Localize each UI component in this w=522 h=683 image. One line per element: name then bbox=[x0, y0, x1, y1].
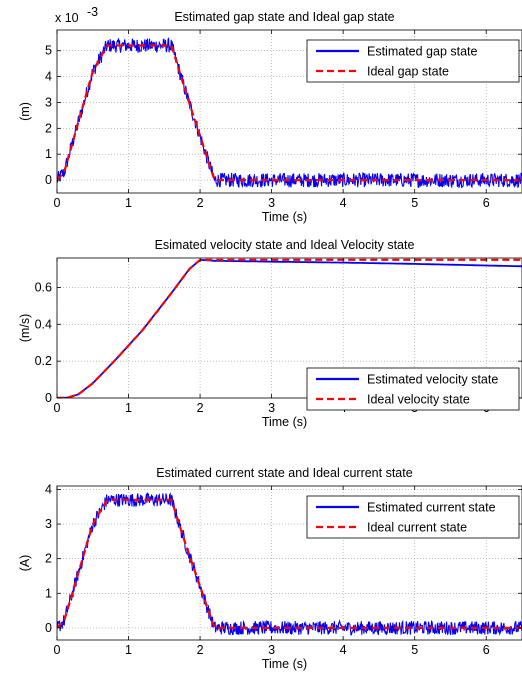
x-axis-label: Time (s) bbox=[262, 210, 307, 224]
y-tick-label: 3 bbox=[45, 517, 52, 531]
y-tick-label: 0 bbox=[45, 621, 52, 635]
legend-label: Estimated gap state bbox=[367, 45, 478, 59]
y-axis-label: (A) bbox=[18, 555, 32, 572]
x-tick-label: 1 bbox=[125, 196, 132, 210]
x-tick-label: 6 bbox=[483, 196, 490, 210]
legend: Estimated gap state Ideal gap state bbox=[306, 39, 520, 83]
x-tick-label: 1 bbox=[125, 643, 132, 657]
y-tick-label: 0 bbox=[45, 391, 52, 405]
chart-title: Esimated velocity state and Ideal Veloci… bbox=[155, 238, 415, 252]
legend-label: Ideal current state bbox=[367, 521, 467, 535]
axes-frame bbox=[56, 485, 522, 641]
y-tick-label: 0 bbox=[45, 173, 52, 187]
y-tick-label: 0.4 bbox=[35, 317, 52, 331]
legend-box bbox=[306, 39, 520, 83]
y-tick-label: 1 bbox=[45, 586, 52, 600]
x-tick-label: 0 bbox=[54, 643, 61, 657]
series-line-ideal bbox=[57, 498, 522, 630]
x-tick-label: 5 bbox=[411, 643, 418, 657]
legend-label: Ideal velocity state bbox=[367, 393, 470, 407]
y-exponent-power: -3 bbox=[87, 5, 98, 19]
x-tick-label: 4 bbox=[340, 643, 347, 657]
y-tick-label: 0.2 bbox=[35, 354, 52, 368]
chart-title: Estimated current state and Ideal curren… bbox=[156, 466, 412, 480]
y-tick-label: 0.6 bbox=[35, 280, 52, 294]
legend: Estimated velocity state Ideal velocity s… bbox=[306, 367, 520, 411]
x-axis-label: Time (s) bbox=[262, 657, 307, 671]
axes-frame bbox=[56, 29, 522, 194]
legend-label: Ideal gap state bbox=[367, 65, 449, 79]
x-tick-label: 2 bbox=[197, 643, 204, 657]
chart-3: 0 1 2 3 4 5 6 0 1 2 3 4 Estimated current state and … bbox=[18, 466, 522, 671]
series-line-ideal bbox=[57, 258, 522, 398]
x-tick-label: 1 bbox=[125, 401, 132, 415]
legend-label: Estimated velocity state bbox=[367, 373, 498, 387]
series-line-ideal bbox=[57, 44, 522, 182]
legend-box bbox=[306, 367, 520, 411]
x-tick-label: 0 bbox=[54, 401, 61, 415]
y-tick-label: 3 bbox=[45, 95, 52, 109]
x-tick-label: 3 bbox=[268, 643, 275, 657]
y-tick-label: 1 bbox=[45, 147, 52, 161]
series-line-estimated bbox=[57, 37, 522, 189]
x-tick-label: 2 bbox=[197, 196, 204, 210]
y-axis-label: (m/s) bbox=[18, 314, 32, 342]
x-tick-label: 0 bbox=[54, 196, 61, 210]
y-axis-label: (m) bbox=[18, 102, 32, 121]
y-tick-label: 4 bbox=[45, 70, 52, 84]
x-tick-label: 2 bbox=[197, 401, 204, 415]
x-axis-label: Time (s) bbox=[262, 415, 307, 429]
x-tick-label: 3 bbox=[268, 401, 275, 415]
x-tick-label: 3 bbox=[268, 196, 275, 210]
x-tick-label: 4 bbox=[340, 196, 347, 210]
y-tick-label: 2 bbox=[45, 552, 52, 566]
y-tick-label: 4 bbox=[45, 482, 52, 496]
y-tick-label: 2 bbox=[45, 121, 52, 135]
y-exponent-base: x 10 bbox=[55, 11, 79, 25]
x-tick-label: 5 bbox=[411, 196, 418, 210]
chart-title: Estimated gap state and Ideal gap state bbox=[174, 10, 394, 24]
y-tick-label: 5 bbox=[45, 44, 52, 58]
x-tick-label: 6 bbox=[483, 643, 490, 657]
legend-label: Estimated current state bbox=[367, 501, 496, 515]
axes-frame bbox=[56, 257, 522, 399]
legend: Estimated current state Ideal current sta… bbox=[306, 495, 520, 539]
chart-1: 0 1 2 3 4 5 6 0 1 2 3 4 5 Estimated gap state and Ide… bbox=[18, 5, 522, 224]
legend-box bbox=[306, 495, 520, 539]
